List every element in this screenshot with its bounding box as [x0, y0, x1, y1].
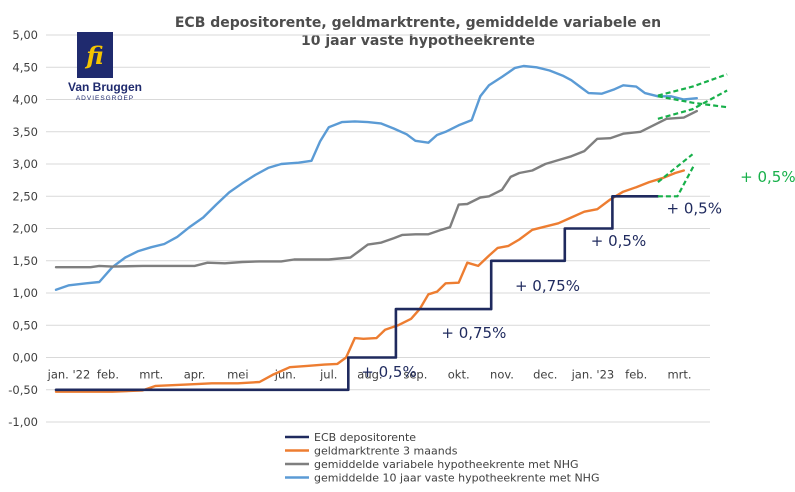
x-tick-label: mei — [227, 368, 248, 382]
projection-lines — [657, 73, 728, 198]
legend-entry: gemiddelde variabele hypotheekrente met … — [314, 458, 579, 471]
y-axis-tick-labels: 5,00 4,50 4,00 3,50 3,00 2,50 2,00 1,50 1,00 0,50… — [8, 28, 38, 429]
series-line — [54, 64, 698, 291]
y-tick-label: 1,00 — [12, 286, 38, 300]
rate-step-annotations: + 0,5% + 0,75% + 0,75% + 0,5% + 0,5% + 0,5% — [361, 168, 795, 381]
legend-entry: gemiddelde 10 jaar vaste hypotheekrente … — [314, 472, 599, 485]
x-tick-label: feb. — [97, 368, 119, 382]
x-tick-label: mrt. — [667, 368, 691, 382]
x-tick-label: mrt. — [139, 368, 163, 382]
annotation-label: + 0,75% — [441, 324, 506, 342]
y-tick-label: 4,50 — [12, 60, 38, 74]
series-line — [54, 169, 685, 393]
projection-line — [657, 163, 696, 198]
logo-brand-name: Van Bruggen — [68, 80, 142, 94]
x-tick-label: jul. — [319, 368, 337, 382]
projection-line — [657, 95, 728, 109]
y-tick-label: 2,00 — [12, 222, 38, 236]
x-tick-label: jan. '22 — [47, 368, 91, 382]
y-tick-label: 3,50 — [12, 125, 38, 139]
x-tick-label: aug. — [357, 368, 382, 382]
projection-line — [657, 153, 694, 183]
x-tick-label: jan. '23 — [571, 368, 615, 382]
x-tick-label: apr. — [184, 368, 206, 382]
annotation-label: + 0,5% — [591, 232, 646, 250]
x-tick-label: sep. — [403, 368, 427, 382]
y-tick-label: 5,00 — [12, 28, 38, 42]
logo-monogram-box — [77, 32, 113, 78]
x-axis-tick-labels: jan. '22 feb. mrt. apr. mei jun. jul. aug. sep. o… — [47, 368, 692, 382]
series-line — [54, 109, 698, 269]
x-tick-label: feb. — [625, 368, 647, 382]
logo-sub-name: ADVIESGROEP — [76, 95, 134, 102]
series-line — [54, 195, 660, 392]
data-series — [54, 64, 698, 393]
y-tick-label: 3,00 — [12, 157, 38, 171]
chart-title-line-1: ECB depositorente, geldmarktrente, gemid… — [175, 15, 661, 31]
projection-line — [657, 73, 728, 97]
chart-title-line-2: 10 jaar vaste hypotheekrente — [301, 33, 535, 49]
logo-monogram: fi — [84, 41, 103, 70]
y-tick-label: 0,00 — [12, 351, 38, 365]
y-tick-label: 2,50 — [12, 189, 38, 203]
y-tick-label: -0,50 — [8, 383, 38, 397]
annotation-label: + 0,75% — [515, 277, 580, 295]
x-tick-label: dec. — [533, 368, 557, 382]
projection-line — [657, 89, 728, 120]
y-tick-label: 1,50 — [12, 254, 38, 268]
annotation-label: + 0,5% — [740, 168, 795, 186]
x-tick-label: okt. — [448, 368, 470, 382]
annotation-label: + 0,5% — [667, 200, 722, 218]
annotation-label: + 0,5% — [361, 363, 416, 381]
y-tick-label: -1,00 — [8, 415, 38, 429]
x-tick-label: nov. — [490, 368, 514, 382]
legend-entry: ECB depositorente — [314, 431, 416, 444]
van-bruggen-logo: fi Van Bruggen ADVIESGROEP — [68, 32, 142, 102]
legend-entry: geldmarktrente 3 maands — [314, 445, 458, 458]
y-tick-label: 4,00 — [12, 93, 38, 107]
y-tick-label: 0,50 — [12, 318, 38, 332]
